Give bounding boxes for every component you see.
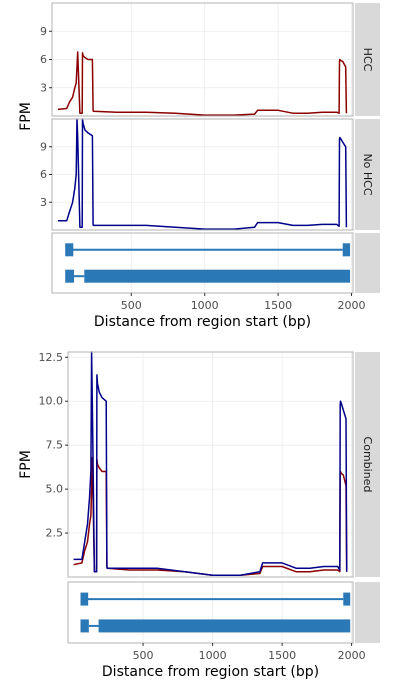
transcript-exon [80, 619, 89, 633]
transcript-exon [84, 269, 351, 283]
panel-border [67, 351, 354, 578]
panel-border [51, 232, 354, 294]
facet-strip-label: HCC [361, 48, 374, 72]
panel-background [68, 352, 353, 577]
facet-strip [355, 352, 380, 577]
transcript-exon [98, 619, 351, 633]
y-tick-label: 6 [40, 168, 47, 181]
facet-strip [355, 3, 380, 116]
y-tick-label: 9 [40, 25, 47, 38]
gene-panel-background [68, 582, 353, 643]
y-tick-label: 12.5 [39, 351, 64, 364]
x-axis-title: Distance from region start (bp) [94, 314, 311, 330]
x-tick-label: 500 [133, 649, 154, 662]
facet-strip [355, 119, 380, 230]
y-axis-title: FPM [18, 450, 34, 479]
x-tick-label: 500 [121, 299, 142, 312]
transcript-exon [80, 592, 89, 606]
y-tick-label: 3 [40, 196, 47, 209]
transcript-exon [65, 243, 74, 257]
gene-panel-background [52, 233, 353, 293]
transcript-exon [343, 592, 351, 606]
x-tick-label: 2000 [338, 299, 366, 312]
transcript-exon [65, 269, 75, 283]
x-axis-title: Distance from region start (bp) [102, 664, 319, 680]
x-tick-label: 2000 [338, 649, 366, 662]
facet-strip [355, 233, 380, 293]
series-line-0 [57, 51, 348, 116]
x-tick-label: 1000 [191, 299, 219, 312]
y-axis-title: FPM [18, 102, 34, 131]
y-tick-label: 6 [40, 53, 47, 66]
panel-border [67, 581, 354, 644]
transcript-exon [342, 243, 351, 257]
y-tick-label: 10.0 [39, 395, 64, 408]
y-tick-label: 9 [40, 140, 47, 153]
y-tick-label: 2.5 [46, 527, 64, 540]
x-tick-label: 1500 [264, 299, 292, 312]
x-tick-label: 1000 [199, 649, 227, 662]
y-tick-label: 3 [40, 81, 47, 94]
facet-strip [355, 582, 380, 643]
facet-strip-label: Combined [361, 437, 374, 493]
y-tick-label: 5.0 [46, 483, 64, 496]
facet-strip-label: No HCC [361, 153, 374, 195]
x-tick-label: 1500 [268, 649, 296, 662]
y-tick-label: 7.5 [46, 439, 64, 452]
